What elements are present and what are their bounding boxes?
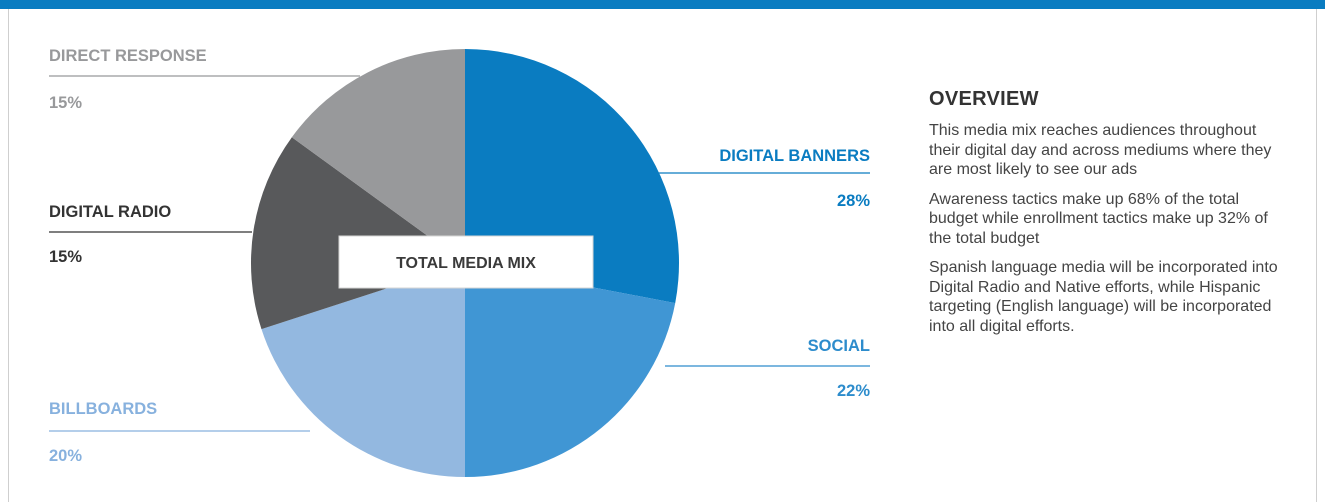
top-accent-bar: [0, 0, 1325, 9]
overview-paragraph-1: This media mix reaches audiences through…: [929, 122, 1272, 178]
frame-border-right: [1316, 9, 1317, 502]
slice-label-billboards: BILLBOARDS: [49, 400, 157, 418]
overview-panel: OVERVIEW This media mix reaches audience…: [929, 88, 1279, 346]
overview-heading: OVERVIEW: [929, 88, 1039, 110]
pie-slice-social: [465, 263, 676, 477]
pie-slice-billboards: [261, 263, 465, 477]
slice-value-social: 22%: [837, 382, 870, 400]
slice-value-billboards: 20%: [49, 447, 82, 465]
pie-slice-digital-radio: [250, 137, 465, 330]
slice-label-digital-banners: DIGITAL BANNERS: [719, 147, 870, 165]
overview-paragraph-3: Spanish language media will be incorpora…: [929, 259, 1278, 335]
slice-label-social: SOCIAL: [808, 337, 870, 355]
center-label-text: TOTAL MEDIA MIX: [396, 255, 536, 272]
slice-label-digital-radio: DIGITAL RADIO: [49, 203, 171, 221]
pie-slice-direct-response: [291, 49, 465, 263]
slice-label-direct-response: DIRECT RESPONSE: [49, 47, 207, 65]
overview-paragraph-2: Awareness tactics make up 68% of the tot…: [929, 190, 1268, 247]
slice-value-digital-radio: 15%: [49, 248, 82, 266]
slice-value-direct-response: 15%: [49, 94, 82, 112]
slice-value-digital-banners: 28%: [837, 192, 870, 210]
center-label-box: [338, 235, 594, 289]
frame-border-left: [8, 9, 9, 502]
